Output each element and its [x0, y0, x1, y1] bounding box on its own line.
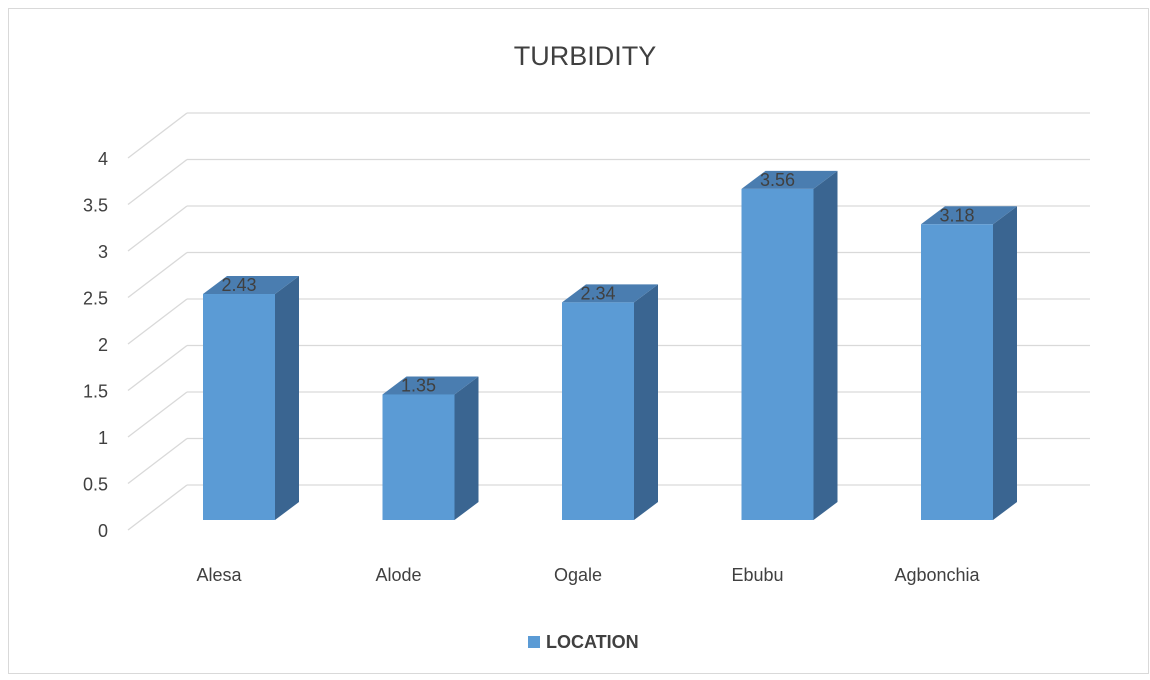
- grid-line: [127, 112, 188, 159]
- x-tick-label: Alode: [375, 565, 421, 585]
- bar: [203, 294, 275, 520]
- y-tick-label: 2.5: [83, 289, 108, 309]
- legend-label: LOCATION: [546, 632, 639, 652]
- y-tick-label: 4: [98, 149, 108, 169]
- bar: [382, 394, 455, 520]
- bar-top: [562, 284, 658, 303]
- bar: [741, 188, 814, 521]
- legend-swatch: [528, 636, 540, 648]
- grid-line: [127, 344, 188, 392]
- x-tick-label: Ebubu: [731, 565, 783, 585]
- data-label: 1.35: [401, 375, 436, 395]
- bar-top: [203, 276, 299, 295]
- data-label: 2.43: [221, 275, 256, 295]
- data-label: 2.34: [580, 283, 615, 303]
- grid-line: [127, 298, 188, 345]
- grid-line: [127, 251, 188, 299]
- y-tick-label: 3: [98, 242, 108, 262]
- chart-title: TURBIDITY: [514, 41, 657, 71]
- bar-side: [634, 284, 658, 520]
- bar-top: [382, 376, 479, 395]
- y-tick-label: 1: [98, 428, 108, 448]
- bar-side: [993, 206, 1017, 520]
- bar-top: [741, 170, 838, 189]
- y-tick-label: 0: [98, 521, 108, 541]
- grid-line: [127, 437, 188, 485]
- y-tick-label: 2: [98, 335, 108, 355]
- bar-top: [921, 206, 1017, 225]
- x-tick-label: Agbonchia: [894, 565, 980, 585]
- data-label: 3.18: [939, 205, 974, 225]
- y-tick-label: 3.5: [83, 196, 108, 216]
- x-tick-label: Ogale: [554, 565, 602, 585]
- bar: [921, 224, 993, 520]
- y-tick-label: 0.5: [83, 475, 108, 495]
- y-tick-label: 1.5: [83, 382, 108, 402]
- bar-side: [454, 376, 479, 520]
- grid-line: [127, 158, 188, 206]
- bar-side: [275, 276, 299, 520]
- grid-line: [127, 205, 188, 252]
- x-tick-label: Alesa: [196, 565, 242, 585]
- data-label: 3.56: [760, 170, 795, 190]
- bar: [562, 302, 634, 520]
- bar-side: [813, 170, 838, 521]
- grid-line: [127, 484, 188, 531]
- grid-line: [127, 391, 188, 438]
